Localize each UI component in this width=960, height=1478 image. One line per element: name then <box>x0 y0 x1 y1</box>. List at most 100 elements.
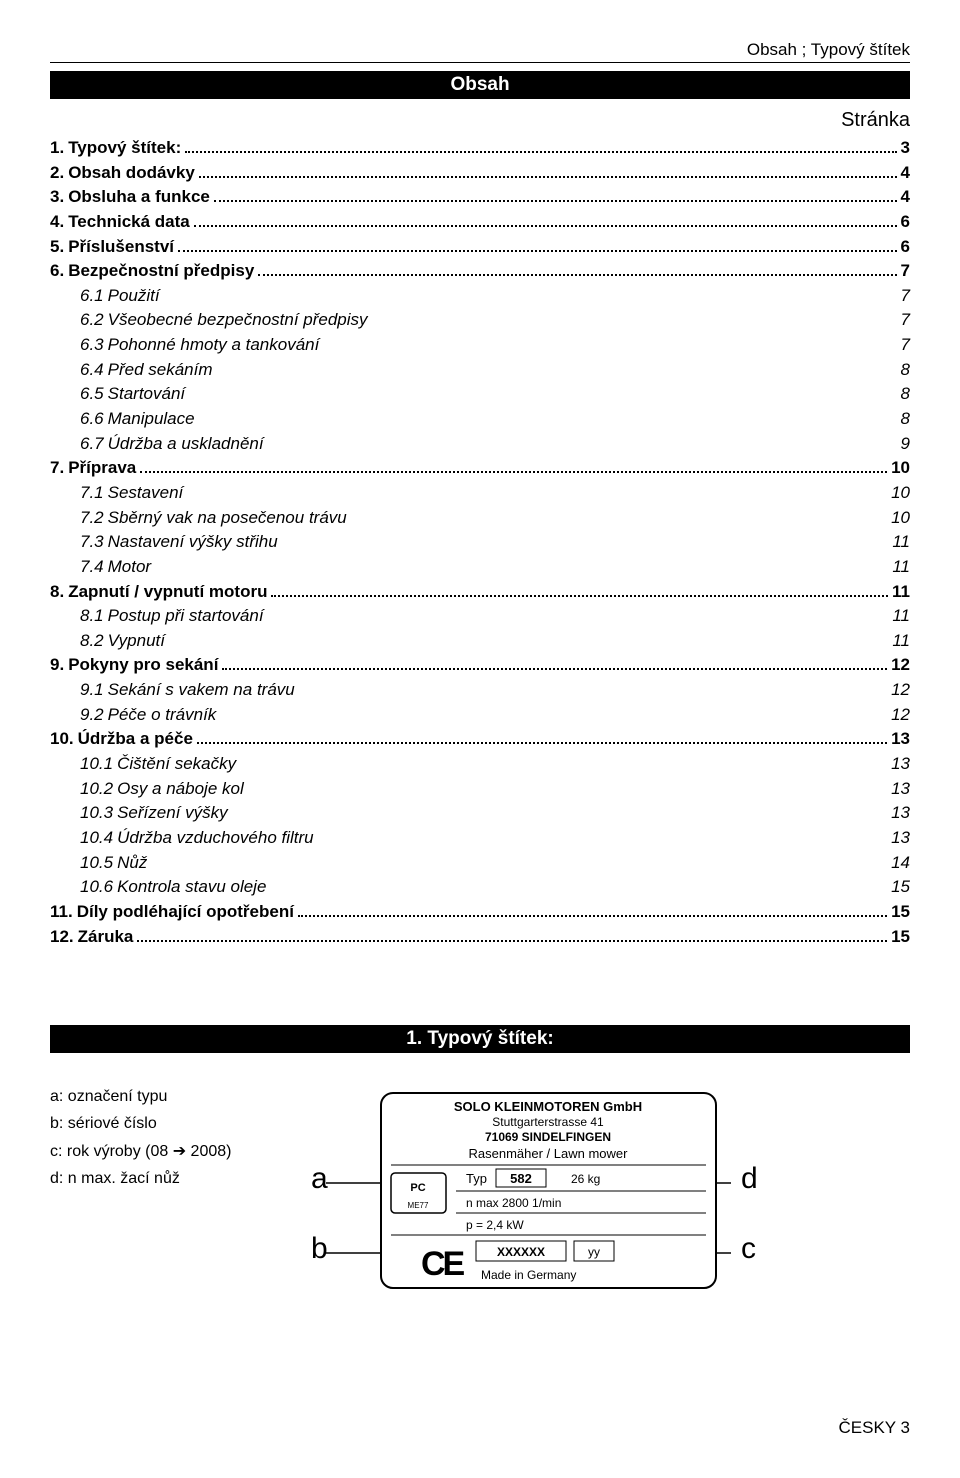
toc-number: 8.2 <box>80 629 104 654</box>
toc-page: 14 <box>891 851 910 876</box>
svg-text:71069 SINDELFINGEN: 71069 SINDELFINGEN <box>485 1130 611 1144</box>
stranka-label: Stránka <box>50 109 910 132</box>
toc-page: 4 <box>901 161 910 186</box>
toc-number: 7.1 <box>80 481 104 506</box>
toc-title: Postup při startování <box>104 604 264 629</box>
toc-row: 9.2Péče o trávník12 <box>50 703 910 728</box>
toc-page: 15 <box>891 875 910 900</box>
toc-title: Údržba a péče <box>74 727 193 752</box>
toc-page: 11 <box>892 530 910 555</box>
toc-number: 6.3 <box>80 333 104 358</box>
toc-title: Nůž <box>113 851 147 876</box>
toc-row: 7.3Nastavení výšky střihu11 <box>50 530 910 555</box>
toc-number: 10.2 <box>80 777 113 802</box>
toc-page: 6 <box>901 235 910 260</box>
toc-number: 11. <box>50 900 73 925</box>
toc-page: 11 <box>892 555 910 580</box>
legend-c: c: rok výroby (08 ➔ 2008) <box>50 1138 231 1165</box>
toc-row: 10.1Čištění sekačky13 <box>50 752 910 777</box>
svg-text:Made in Germany: Made in Germany <box>481 1268 576 1282</box>
toc-title: Osy a náboje kol <box>113 777 244 802</box>
toc-page: 7 <box>901 284 910 309</box>
toc-number: 10. <box>50 727 74 752</box>
toc-row: 10.5Nůž 14 <box>50 851 910 876</box>
svg-text:n max 2800 1/min: n max 2800 1/min <box>466 1196 561 1210</box>
toc-number: 7.4 <box>80 555 104 580</box>
toc-page: 11 <box>892 629 910 654</box>
toc-row: 6.7Údržba a uskladnění9 <box>50 432 910 457</box>
toc-row: 4.Technická data6 <box>50 210 910 235</box>
toc-dots <box>214 187 897 203</box>
toc-number: 6.2 <box>80 308 104 333</box>
toc-number: 8. <box>50 580 64 605</box>
toc-page: 7 <box>901 308 910 333</box>
svg-text:PC: PC <box>411 1182 426 1194</box>
svg-text:XXXXXX: XXXXXX <box>497 1245 545 1259</box>
toc-title: Sekání s vakem na trávu <box>104 678 295 703</box>
toc-title: Čištění sekačky <box>113 752 236 777</box>
toc-title: Před sekáním <box>104 358 213 383</box>
toc-row: 7.Příprava10 <box>50 456 910 481</box>
legend: a: označení typu b: sériové číslo c: rok… <box>50 1083 231 1192</box>
toc-number: 9.1 <box>80 678 104 703</box>
svg-text:a: a <box>311 1162 328 1195</box>
type-label-banner: 1. Typový štítek: <box>50 1025 910 1053</box>
toc-page: 10 <box>891 506 910 531</box>
toc-page: 9 <box>901 432 910 457</box>
svg-text:SOLO KLEINMOTOREN GmbH: SOLO KLEINMOTOREN GmbH <box>454 1099 642 1114</box>
legend-d: d: n max. žací nůž <box>50 1165 231 1192</box>
toc-row: 9.1Sekání s vakem na trávu 12 <box>50 678 910 703</box>
toc-page: 13 <box>891 727 910 752</box>
obsah-banner: Obsah <box>50 71 910 99</box>
toc-number: 10.5 <box>80 851 113 876</box>
svg-text:Stuttgarterstrasse 41: Stuttgarterstrasse 41 <box>493 1115 605 1129</box>
toc-page: 10 <box>891 456 910 481</box>
toc-row: 10.Údržba a péče 13 <box>50 727 910 752</box>
toc-number: 10.3 <box>80 801 113 826</box>
toc-row: 10.4Údržba vzduchového filtru13 <box>50 826 910 851</box>
toc-title: Péče o trávník <box>104 703 217 728</box>
toc-page: 3 <box>901 136 910 161</box>
toc-row: 8.1Postup při startování11 <box>50 604 910 629</box>
toc-dots <box>137 926 887 942</box>
toc-page: 13 <box>891 777 910 802</box>
toc-page: 15 <box>891 900 910 925</box>
toc-page: 8 <box>901 358 910 383</box>
toc-row: 2.Obsah dodávky4 <box>50 161 910 186</box>
toc-page: 8 <box>901 407 910 432</box>
svg-text:CE: CE <box>421 1245 465 1283</box>
toc-dots <box>222 655 887 671</box>
toc-dots <box>140 458 887 474</box>
toc-number: 10.6 <box>80 875 113 900</box>
toc-number: 5. <box>50 235 64 260</box>
toc-row: 6.2Všeobecné bezpečnostní předpisy7 <box>50 308 910 333</box>
type-label-block: a: označení typu b: sériové číslo c: rok… <box>50 1083 910 1308</box>
toc-title: Pokyny pro sekání <box>64 653 218 678</box>
toc-row: 12.Záruka15 <box>50 925 910 950</box>
toc-title: Pohonné hmoty a tankování <box>104 333 320 358</box>
page-header: Obsah ; Typový štítek <box>50 40 910 63</box>
toc-number: 9. <box>50 653 64 678</box>
nameplate-diagram: a b d c SOLO KLEINMOTOREN GmbH Stuttgart… <box>271 1083 910 1308</box>
toc-title: Údržba vzduchového filtru <box>113 826 314 851</box>
toc-page: 12 <box>891 703 910 728</box>
toc-page: 11 <box>892 604 910 629</box>
toc-number: 7. <box>50 456 64 481</box>
toc-page: 12 <box>891 678 910 703</box>
svg-text:b: b <box>311 1232 328 1265</box>
toc-dots <box>258 261 896 277</box>
toc-title: Typový štítek: <box>64 136 181 161</box>
toc-title: Motor <box>104 555 151 580</box>
toc-row: 6.5Startování8 <box>50 382 910 407</box>
toc-number: 3. <box>50 185 64 210</box>
toc-dots <box>298 901 887 917</box>
toc-number: 7.2 <box>80 506 104 531</box>
toc-row: 3.Obsluha a funkce4 <box>50 185 910 210</box>
toc-page: 13 <box>891 801 910 826</box>
toc-dots <box>178 236 897 252</box>
page-footer: ČESKY 3 <box>50 1418 910 1438</box>
toc-row: 1.Typový štítek:3 <box>50 136 910 161</box>
legend-a: a: označení typu <box>50 1083 231 1110</box>
toc-number: 6. <box>50 259 64 284</box>
svg-text:yy: yy <box>588 1245 600 1259</box>
